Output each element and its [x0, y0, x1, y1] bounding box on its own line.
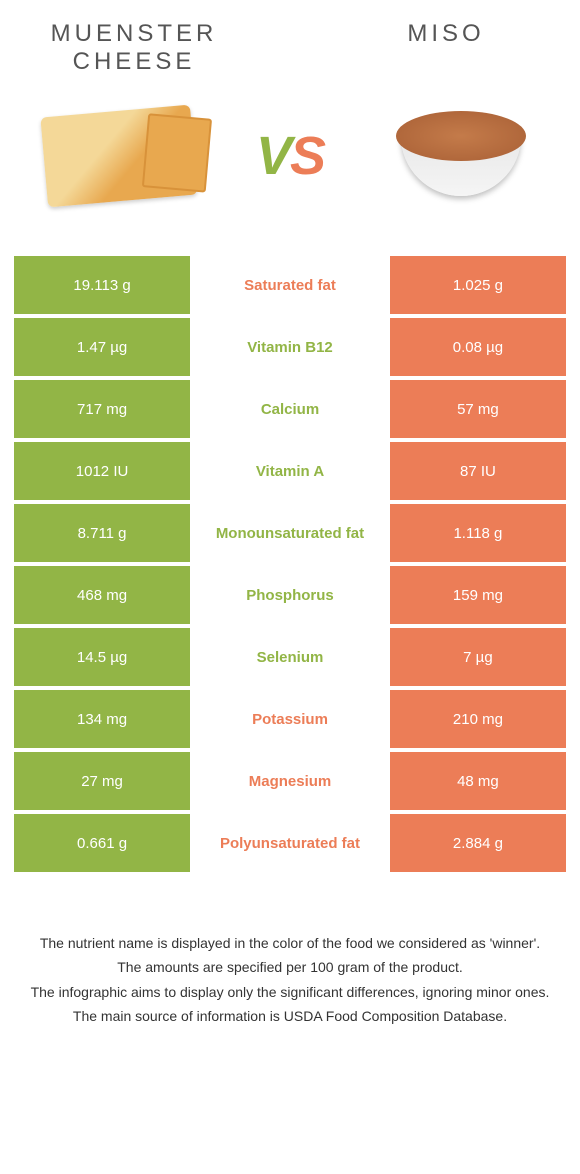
right-value: 0.08 µg — [390, 318, 566, 376]
left-value: 19.113 g — [14, 256, 190, 314]
table-row: 1012 IUVitamin A87 IU — [14, 442, 566, 500]
right-value: 57 mg — [390, 380, 566, 438]
nutrient-label: Vitamin B12 — [193, 318, 387, 376]
left-value: 0.661 g — [14, 814, 190, 872]
vs-row: VS — [14, 86, 566, 246]
nutrient-label: Selenium — [193, 628, 387, 686]
footnote-line: The main source of information is USDA F… — [24, 1005, 556, 1027]
right-value: 159 mg — [390, 566, 566, 624]
left-value: 8.711 g — [14, 504, 190, 562]
vs-v-letter: V — [256, 126, 290, 186]
table-row: 8.711 gMonounsaturated fat1.118 g — [14, 504, 566, 562]
left-value: 1.47 µg — [14, 318, 190, 376]
nutrient-label: Polyunsaturated fat — [193, 814, 387, 872]
cheese-image — [34, 96, 204, 216]
right-value: 7 µg — [390, 628, 566, 686]
left-value: 134 mg — [14, 690, 190, 748]
right-value: 210 mg — [390, 690, 566, 748]
nutrient-label: Potassium — [193, 690, 387, 748]
left-value: 14.5 µg — [14, 628, 190, 686]
vs-label: VS — [256, 125, 324, 187]
right-value: 1.025 g — [390, 256, 566, 314]
table-row: 468 mgPhosphorus159 mg — [14, 566, 566, 624]
footnote-line: The amounts are specified per 100 gram o… — [24, 956, 556, 978]
nutrient-label: Monounsaturated fat — [193, 504, 387, 562]
right-food-title: Miso — [346, 20, 546, 48]
right-value: 2.884 g — [390, 814, 566, 872]
left-value: 468 mg — [14, 566, 190, 624]
right-value: 87 IU — [390, 442, 566, 500]
table-row: 0.661 gPolyunsaturated fat2.884 g — [14, 814, 566, 872]
left-value: 717 mg — [14, 380, 190, 438]
nutrient-label: Vitamin A — [193, 442, 387, 500]
nutrient-table: 19.113 gSaturated fat1.025 g1.47 µgVitam… — [14, 256, 566, 872]
left-value: 1012 IU — [14, 442, 190, 500]
nutrient-label: Phosphorus — [193, 566, 387, 624]
left-food-title: Muenster cheese — [34, 20, 234, 76]
miso-image — [376, 96, 546, 216]
left-value: 27 mg — [14, 752, 190, 810]
table-row: 717 mgCalcium57 mg — [14, 380, 566, 438]
table-row: 14.5 µgSelenium7 µg — [14, 628, 566, 686]
table-row: 27 mgMagnesium48 mg — [14, 752, 566, 810]
footnote-line: The nutrient name is displayed in the co… — [24, 932, 556, 954]
nutrient-label: Magnesium — [193, 752, 387, 810]
nutrient-label: Saturated fat — [193, 256, 387, 314]
header: Muenster cheese Miso — [14, 20, 566, 86]
footnotes: The nutrient name is displayed in the co… — [14, 932, 566, 1028]
right-value: 1.118 g — [390, 504, 566, 562]
table-row: 19.113 gSaturated fat1.025 g — [14, 256, 566, 314]
right-value: 48 mg — [390, 752, 566, 810]
table-row: 134 mgPotassium210 mg — [14, 690, 566, 748]
footnote-line: The infographic aims to display only the… — [24, 981, 556, 1003]
table-row: 1.47 µgVitamin B120.08 µg — [14, 318, 566, 376]
nutrient-label: Calcium — [193, 380, 387, 438]
vs-s-letter: S — [290, 126, 324, 186]
